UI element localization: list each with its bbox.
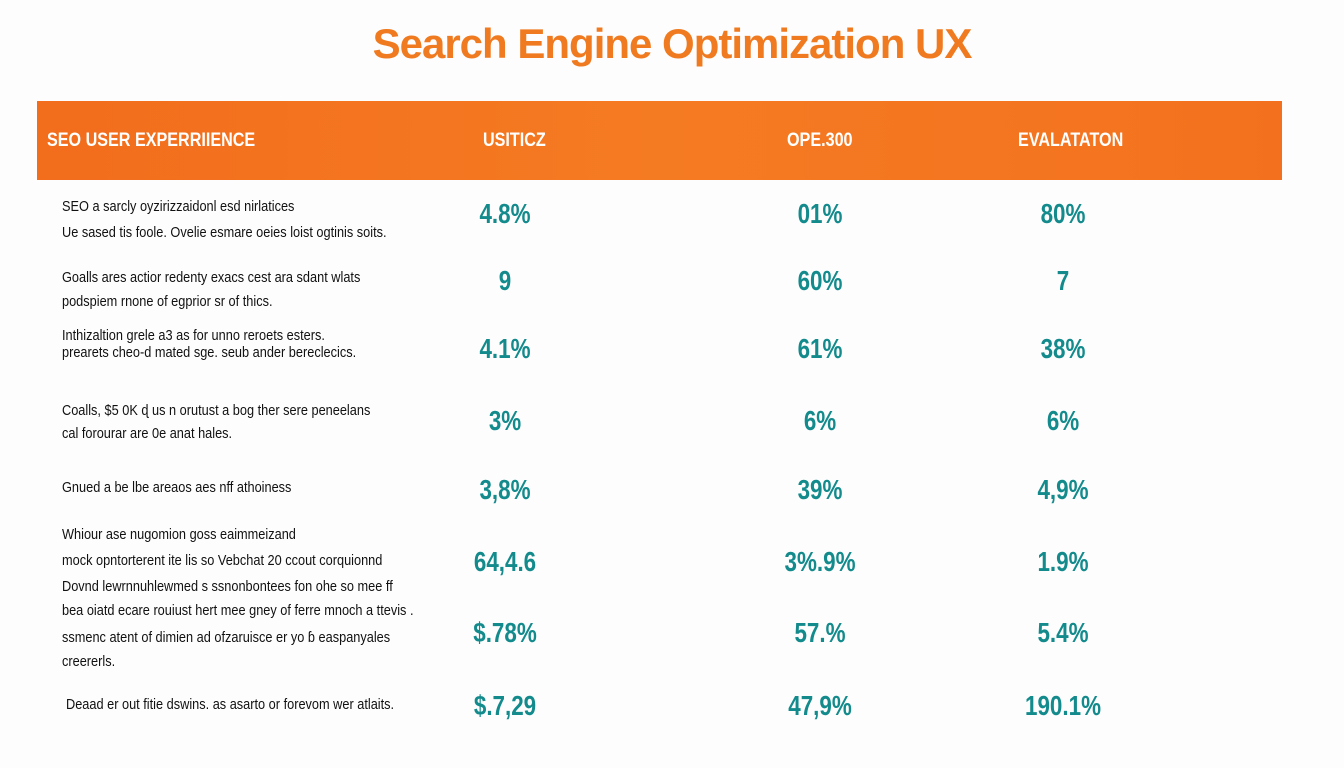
- row-value: 9: [498, 265, 512, 296]
- row-description: Whiour ase nugomion goss eaimmeizand: [62, 526, 296, 543]
- row-value: 57.%: [794, 617, 846, 648]
- row-value: 39%: [797, 474, 843, 505]
- row-value: 190.1%: [1025, 690, 1101, 721]
- row-description: Inthizaltion grele a3 as for unno reroet…: [62, 327, 325, 344]
- row-value: 61%: [797, 333, 843, 364]
- row-value: 47,9%: [788, 690, 852, 721]
- row-value: 3,8%: [479, 474, 531, 505]
- row-description: Deaad er out fitie dswins. as asarto or …: [66, 696, 395, 713]
- row-description: ssmenc atent of dimien ad ofzaruisce er …: [62, 629, 391, 646]
- row-description: Ue sased tis foole. Ovelie esmare oeies …: [62, 224, 387, 241]
- row-description: prearets cheo-d mated sge. seub ander be…: [62, 344, 357, 361]
- header-bar: [37, 101, 1282, 180]
- row-value: 80%: [1040, 198, 1086, 229]
- page-title: Search Engine Optimization UX: [372, 20, 973, 67]
- row-description: SEO a sarcly oyzirizzaidonl esd nirlatic…: [62, 198, 295, 215]
- column-header: SEO USER EXPERRIIENCE: [47, 130, 256, 151]
- row-description: Gnued a be lbe areaos aes nff athoiness: [62, 479, 292, 496]
- column-header: USITICZ: [483, 130, 546, 151]
- row-value: $.78%: [473, 617, 537, 648]
- row-value: $.7,29: [473, 690, 537, 721]
- row-description: Dovnd lewrnnuhlewmed s ssnonbontees fon …: [62, 578, 393, 595]
- row-value: 1.9%: [1037, 546, 1089, 577]
- row-description: bea oiatd ecare rouiust hert mee gney of…: [62, 602, 414, 619]
- column-header: EVALATATON: [1018, 130, 1124, 151]
- row-value: 01%: [797, 198, 843, 229]
- row-description: Coalls, $5 0K ɖ us n orutust a bog ther …: [62, 402, 371, 419]
- row-description: Goalls ares actior redenty exacs cest ar…: [62, 269, 361, 286]
- row-value: 4.1%: [479, 333, 531, 364]
- row-value: 3%: [488, 405, 522, 436]
- row-description: mock opntorterent ite lis so Vebchat 20 …: [62, 552, 383, 569]
- row-value: 6%: [803, 405, 837, 436]
- row-description: podspiem rnone of egprior sr of thics.: [62, 293, 273, 310]
- column-header: OPE.300: [787, 130, 853, 151]
- row-value: 64,4.6: [473, 546, 537, 577]
- row-value: 5.4%: [1037, 617, 1089, 648]
- row-value: 6%: [1046, 405, 1080, 436]
- row-value: 38%: [1040, 333, 1086, 364]
- row-value: 60%: [797, 265, 843, 296]
- row-value: 4,9%: [1037, 474, 1089, 505]
- row-value: 3%.9%: [784, 546, 856, 577]
- row-value: 7: [1056, 265, 1070, 296]
- row-value: 4.8%: [479, 198, 531, 229]
- row-description: cal forourar are 0e anat hales.: [62, 425, 233, 442]
- row-description: creererls.: [62, 653, 116, 670]
